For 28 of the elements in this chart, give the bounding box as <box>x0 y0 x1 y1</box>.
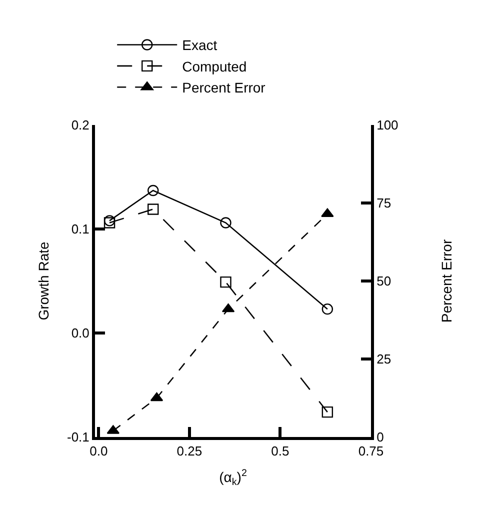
y2-tick-label: 100 <box>376 118 398 133</box>
y-tick-label: 0.0 <box>71 326 90 341</box>
y-tick-label: 0.2 <box>71 118 90 133</box>
point <box>222 303 235 312</box>
x-tick-label: 0.5 <box>271 444 290 459</box>
y2-tick-label: 25 <box>376 352 392 367</box>
x-axis-title: (α$_{k}$)$^{2}$ <box>219 468 247 488</box>
y2-tick-label: 0 <box>376 430 384 445</box>
y-axis-title: Growth Rate <box>36 241 52 320</box>
point <box>220 276 232 288</box>
y-tick-label: 0.1 <box>71 222 90 237</box>
legend-label: Exact <box>182 37 218 54</box>
point <box>148 204 159 215</box>
point <box>150 392 164 402</box>
point <box>322 406 334 418</box>
y-tick-label: -0.1 <box>66 430 90 445</box>
point <box>322 303 334 315</box>
x-tick-label: 0.0 <box>90 444 108 459</box>
point <box>321 208 334 218</box>
x-tick-label: 0.25 <box>176 444 202 459</box>
y2-tick-label: 75 <box>376 196 392 211</box>
point <box>148 184 159 196</box>
legend-label: Percent Error <box>182 80 266 96</box>
point <box>220 217 232 228</box>
legend-label: Computed <box>182 58 247 74</box>
y2-tick-label: 50 <box>376 274 392 289</box>
x-tick-label: 0.75 <box>358 444 384 459</box>
y2-axis-title: Percent Error <box>438 239 455 323</box>
